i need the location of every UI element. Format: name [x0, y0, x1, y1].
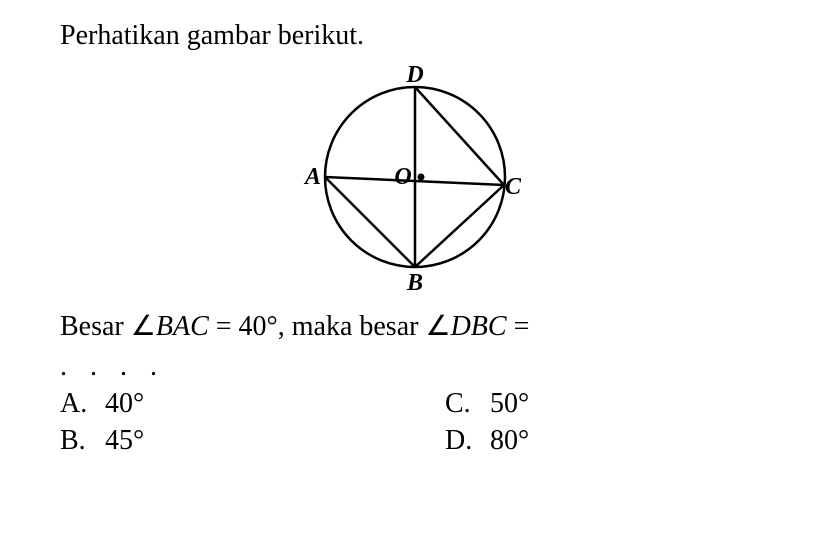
option-b: B. 45° [60, 425, 385, 457]
question-intro: Perhatikan gambar berikut. [60, 20, 770, 52]
option-d: D. 80° [445, 425, 770, 457]
circle-diagram: D A O C B [285, 62, 545, 297]
option-d-value: 80° [490, 425, 529, 457]
label-d: D [405, 62, 423, 88]
options-grid: A. 40° C. 50° B. 45° D. 80° [60, 388, 770, 457]
diagram-container: D A O C B [60, 62, 770, 297]
option-c-value: 50° [490, 388, 529, 420]
center-dot [418, 174, 425, 181]
option-b-label: B. [60, 425, 90, 457]
option-b-value: 45° [105, 425, 144, 457]
option-c-label: C. [445, 388, 475, 420]
label-a: A [303, 164, 321, 190]
label-c: C [505, 174, 522, 200]
stmt-angle2: DBC [451, 311, 507, 342]
option-d-label: D. [445, 425, 475, 457]
question-statement: Besar ∠BAC = 40°, maka besar ∠DBC = [60, 307, 770, 346]
stmt-angle1: BAC [156, 311, 209, 342]
option-c: C. 50° [445, 388, 770, 420]
stmt-suffix: = [507, 311, 530, 342]
answer-blank-dots: . . . . [60, 351, 770, 383]
option-a: A. 40° [60, 388, 385, 420]
stmt-middle: = 40°, maka besar ∠ [209, 311, 451, 342]
option-a-label: A. [60, 388, 90, 420]
stmt-prefix: Besar ∠ [60, 311, 156, 342]
label-b: B [406, 270, 423, 296]
option-a-value: 40° [105, 388, 144, 420]
label-o: O [394, 164, 411, 190]
line-dc [415, 87, 504, 185]
